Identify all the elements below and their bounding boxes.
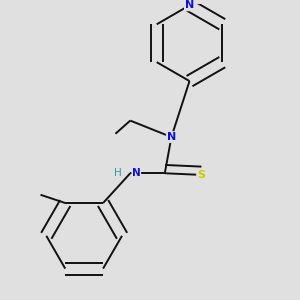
Text: N: N <box>132 168 141 178</box>
Text: H: H <box>114 168 122 178</box>
Text: S: S <box>197 170 205 180</box>
Text: N: N <box>167 132 176 142</box>
Text: N: N <box>185 0 194 11</box>
